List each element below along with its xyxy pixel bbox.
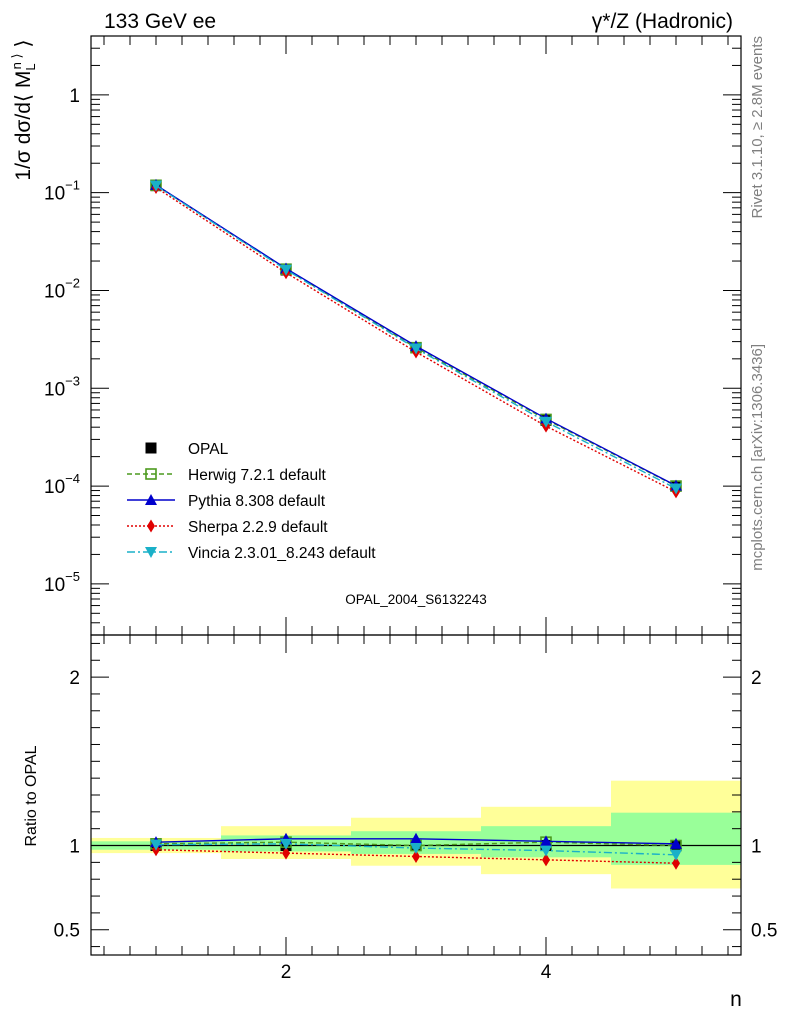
ratio-point-pythia-4 <box>670 837 682 849</box>
legend-marker-sherpa <box>147 519 155 533</box>
ratio-ytick-label-right-0: 0.5 <box>751 921 777 942</box>
ratio-point-pythia-3 <box>540 835 552 847</box>
legend-marker-vincia <box>145 547 157 558</box>
ratio-point-sherpa-2 <box>412 849 420 863</box>
legend: OPAL Herwig 7.2.1 default Pythia 8.308 def… <box>127 441 376 562</box>
header-right-title: γ*/Z (Hadronic) <box>592 10 733 33</box>
legend-label-herwig: Herwig 7.2.1 default <box>188 467 327 484</box>
ratio-point-sherpa-4 <box>672 856 680 870</box>
ratio-frame <box>90 634 742 956</box>
ratio-xlabel: n <box>730 988 742 1011</box>
legend-label-opal: OPAL <box>188 441 229 458</box>
side-note-rivet: Rivet 3.1.10, ≥ 2.8M events <box>749 36 766 219</box>
legend-label-vincia: Vincia 2.3.01_8.243 default <box>188 545 376 562</box>
main-ytick-label-3: 10−3 <box>44 373 80 400</box>
legend-label-pythia: Pythia 8.308 default <box>188 493 326 510</box>
main-line-herwig <box>155 184 677 487</box>
ratio-point-sherpa-3 <box>542 853 550 867</box>
legend-label-sherpa: Sherpa 2.2.9 default <box>188 519 328 536</box>
ratio-xtick-label-1: 4 <box>541 962 552 983</box>
main-ytick-label-4: 10−4 <box>44 471 80 498</box>
main-line-pythia <box>155 184 677 487</box>
ratio-ytick-label-left-1: 1 <box>69 837 80 858</box>
legend-marker-pythia <box>145 494 157 505</box>
ratio-point-pythia-2 <box>410 832 422 844</box>
main-ylabel: 1/σ dσ/d⟨ MLn ⟩ ⟩ <box>9 39 38 180</box>
ratio-ytick-label-left-2: 2 <box>69 668 80 689</box>
side-note-mcplots: mcplots.cern.ch [arXiv:1306.3436] <box>749 344 766 571</box>
main-point-vincia-2 <box>410 343 422 355</box>
main-point-vincia-0 <box>150 180 162 192</box>
ratio-ytick-label-right-2: 2 <box>751 668 762 689</box>
main-line-vincia <box>155 185 677 490</box>
main-point-vincia-1 <box>280 264 292 276</box>
legend-marker-herwig <box>145 468 157 480</box>
legend-marker-opal <box>145 442 157 454</box>
ratio-panel: 0.5 0.5 1 1 2 2 2 4 Ratio to OPAL n <box>23 634 777 1011</box>
main-line-sherpa <box>155 186 677 493</box>
main-point-vincia-4 <box>670 483 682 495</box>
main-ytick-label-1: 10−1 <box>44 178 80 205</box>
main-panel: 1 10−1 10−2 10−3 10−4 10−5 OPAL_2004_S6132243… <box>9 35 742 636</box>
ratio-ylabel: Ratio to OPAL <box>23 745 40 846</box>
ratio-ytick-label-left-0: 0.5 <box>54 921 80 942</box>
ratio-ytick-label-right-1: 1 <box>751 837 762 858</box>
main-ytick-label-5: 10−5 <box>44 569 80 596</box>
ratio-point-vincia-1 <box>280 838 292 850</box>
main-ytick-label-2: 10−2 <box>44 275 80 302</box>
main-point-vincia-3 <box>540 416 552 428</box>
main-ytick-label-0: 1 <box>69 86 80 107</box>
ratio-point-sherpa-1 <box>282 846 290 860</box>
ratio-point-vincia-2 <box>410 843 422 855</box>
ratio-point-vincia-4 <box>670 849 682 861</box>
watermark: OPAL_2004_S6132243 <box>345 592 487 607</box>
header-left-title: 133 GeV ee <box>104 10 216 33</box>
ratio-point-vincia-3 <box>540 845 552 857</box>
ratio-point-vincia-0 <box>150 839 162 851</box>
ratio-xtick-label-0: 2 <box>281 962 292 983</box>
